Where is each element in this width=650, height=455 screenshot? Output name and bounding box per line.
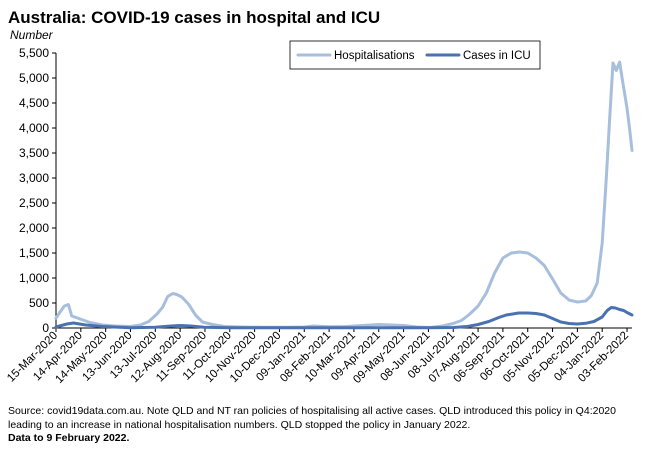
legend-label-icu: Cases in ICU [463,50,531,62]
y-tick-label: 1,500 [19,246,49,260]
y-tick-label: 1,000 [19,271,49,285]
y-tick-label: 500 [29,296,49,310]
series-lines [54,60,634,330]
y-axis-unit-label: Number [10,28,53,42]
y-tick-label: 2,000 [19,221,49,235]
y-tick-label: 3,000 [19,171,49,185]
y-tick-label: 0 [42,321,49,335]
legend: Hospitalisations Cases in ICU [289,40,541,70]
y-tick-label: 5,000 [19,71,49,85]
line-chart: 0 500 1,000 1,500 2,000 2,500 3,000 3,500 4,000 4… [5,40,634,386]
chart-title: Australia: COVID-19 cases in hospital an… [8,8,381,27]
y-tick-label: 4,000 [19,121,49,135]
series-line-cases-in-icu [54,306,634,330]
source-note: Source: covid19data.com.au. Note QLD and… [8,405,616,431]
y-tick-label: 3,500 [19,146,49,160]
y-axis-ticks: 0 500 1,000 1,500 2,000 2,500 3,000 3,500 4,000 4… [19,46,56,335]
footnote: Source: covid19data.com.au. Note QLD and… [8,405,644,446]
data-date-note: Data to 9 February 2022. [8,432,130,445]
y-tick-label: 5,500 [19,46,49,60]
y-tick-label: 2,500 [19,196,49,210]
legend-label-hospitalisations: Hospitalisations [334,50,415,62]
y-tick-label: 4,500 [19,96,49,110]
series-line-hospitalisations [54,60,634,329]
x-axis-ticks: 15-Mar-202014-Apr-202014-May-202013-Jun-… [5,328,631,386]
legend-box [289,40,541,70]
